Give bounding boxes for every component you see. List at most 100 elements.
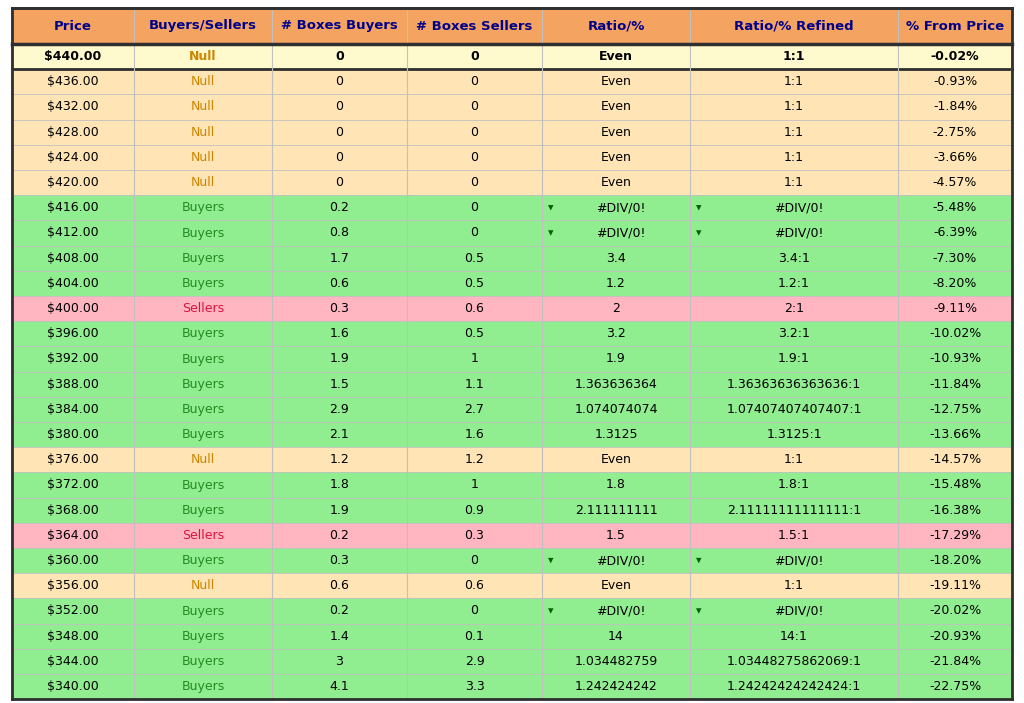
Bar (12, 447, 1012, 472)
Text: $432.00: $432.00 (47, 101, 98, 113)
Text: 0.3: 0.3 (465, 529, 484, 542)
Text: 1.242424242: 1.242424242 (574, 680, 657, 693)
Bar (12, 94, 1012, 120)
Text: $384.00: $384.00 (47, 403, 99, 416)
Text: $360.00: $360.00 (47, 554, 99, 567)
Text: $380.00: $380.00 (47, 428, 99, 441)
Text: #DIV/0!: #DIV/0! (596, 226, 646, 240)
Text: -21.84%: -21.84% (929, 655, 981, 668)
Text: 1.2:1: 1.2:1 (778, 277, 810, 290)
Text: Even: Even (599, 50, 633, 63)
Text: $400.00: $400.00 (47, 302, 99, 315)
Text: 1:1: 1:1 (784, 176, 804, 189)
Text: 0: 0 (336, 176, 343, 189)
Text: #DIV/0!: #DIV/0! (774, 201, 823, 214)
Text: 2.7: 2.7 (465, 403, 484, 416)
Text: Buyers: Buyers (181, 504, 224, 517)
Text: 2.111111111: 2.111111111 (574, 504, 657, 517)
Text: Ratio/% Refined: Ratio/% Refined (734, 20, 854, 32)
Text: 0: 0 (470, 50, 479, 63)
Text: Null: Null (190, 75, 215, 89)
Text: 0.6: 0.6 (330, 579, 349, 593)
Text: Sellers: Sellers (182, 302, 224, 315)
Text: 4.1: 4.1 (330, 680, 349, 693)
Text: 0: 0 (336, 101, 343, 113)
Polygon shape (696, 558, 701, 563)
Text: -3.66%: -3.66% (933, 151, 977, 164)
Text: -2.75%: -2.75% (933, 126, 977, 138)
Text: 1.1: 1.1 (465, 378, 484, 391)
Text: 1.9: 1.9 (606, 352, 626, 366)
Text: Buyers: Buyers (181, 201, 224, 214)
Text: Null: Null (190, 453, 215, 466)
Text: 0.2: 0.2 (330, 605, 349, 617)
Bar (12, 396, 1012, 422)
Text: 0: 0 (470, 101, 478, 113)
Text: 0.5: 0.5 (465, 252, 484, 265)
Text: Even: Even (600, 151, 632, 164)
Text: 0.1: 0.1 (465, 630, 484, 643)
Text: 0.3: 0.3 (330, 302, 349, 315)
Text: $424.00: $424.00 (47, 151, 98, 164)
Text: 0.2: 0.2 (330, 201, 349, 214)
Text: 1.8: 1.8 (606, 479, 626, 491)
Text: 1.6: 1.6 (330, 328, 349, 340)
Text: 1:1: 1:1 (784, 453, 804, 466)
Text: -20.93%: -20.93% (929, 630, 981, 643)
Text: #DIV/0!: #DIV/0! (596, 605, 646, 617)
Text: Buyers: Buyers (181, 352, 224, 366)
Text: $436.00: $436.00 (47, 75, 98, 89)
Bar (12, 170, 1012, 195)
Text: Buyers: Buyers (181, 630, 224, 643)
Text: 1.9: 1.9 (330, 504, 349, 517)
Text: 1.8:1: 1.8:1 (778, 479, 810, 491)
Text: 2.1: 2.1 (330, 428, 349, 441)
Polygon shape (548, 608, 554, 614)
Text: Buyers: Buyers (181, 680, 224, 693)
Bar (12, 548, 1012, 573)
Text: #DIV/0!: #DIV/0! (596, 201, 646, 214)
Text: Null: Null (189, 50, 217, 63)
Text: 0.5: 0.5 (465, 277, 484, 290)
Text: 1.7: 1.7 (330, 252, 349, 265)
Text: 1.2: 1.2 (606, 277, 626, 290)
Bar (12, 145, 1012, 170)
Text: 1.07407407407407:1: 1.07407407407407:1 (726, 403, 862, 416)
Text: 0: 0 (470, 605, 478, 617)
Text: 14: 14 (608, 630, 624, 643)
Text: Even: Even (600, 75, 632, 89)
Text: -19.11%: -19.11% (929, 579, 981, 593)
Bar (12, 8, 1012, 44)
Polygon shape (548, 205, 554, 211)
Text: 1.5:1: 1.5:1 (778, 529, 810, 542)
Text: -9.11%: -9.11% (933, 302, 977, 315)
Text: 1.03448275862069:1: 1.03448275862069:1 (726, 655, 861, 668)
Text: Even: Even (600, 176, 632, 189)
Text: $376.00: $376.00 (47, 453, 99, 466)
Text: -14.57%: -14.57% (929, 453, 981, 466)
Text: 1.9: 1.9 (330, 352, 349, 366)
Polygon shape (696, 231, 701, 236)
Text: 2.11111111111111:1: 2.11111111111111:1 (727, 504, 861, 517)
Text: 1.8: 1.8 (330, 479, 349, 491)
Text: $408.00: $408.00 (47, 252, 99, 265)
Text: 14:1: 14:1 (780, 630, 808, 643)
Bar (12, 221, 1012, 245)
Text: 1.3125:1: 1.3125:1 (766, 428, 822, 441)
Text: $372.00: $372.00 (47, 479, 99, 491)
Text: -4.57%: -4.57% (933, 176, 977, 189)
Text: 0.3: 0.3 (330, 554, 349, 567)
Text: -11.84%: -11.84% (929, 378, 981, 391)
Text: 0.6: 0.6 (465, 302, 484, 315)
Bar (12, 674, 1012, 699)
Text: Buyers: Buyers (181, 605, 224, 617)
Text: Buyers: Buyers (181, 403, 224, 416)
Text: Buyers: Buyers (181, 226, 224, 240)
Text: -15.48%: -15.48% (929, 479, 981, 491)
Bar (12, 69, 1012, 94)
Text: 3.4:1: 3.4:1 (778, 252, 810, 265)
Text: 1:1: 1:1 (784, 75, 804, 89)
Text: -12.75%: -12.75% (929, 403, 981, 416)
Text: $392.00: $392.00 (47, 352, 98, 366)
Bar (12, 649, 1012, 674)
